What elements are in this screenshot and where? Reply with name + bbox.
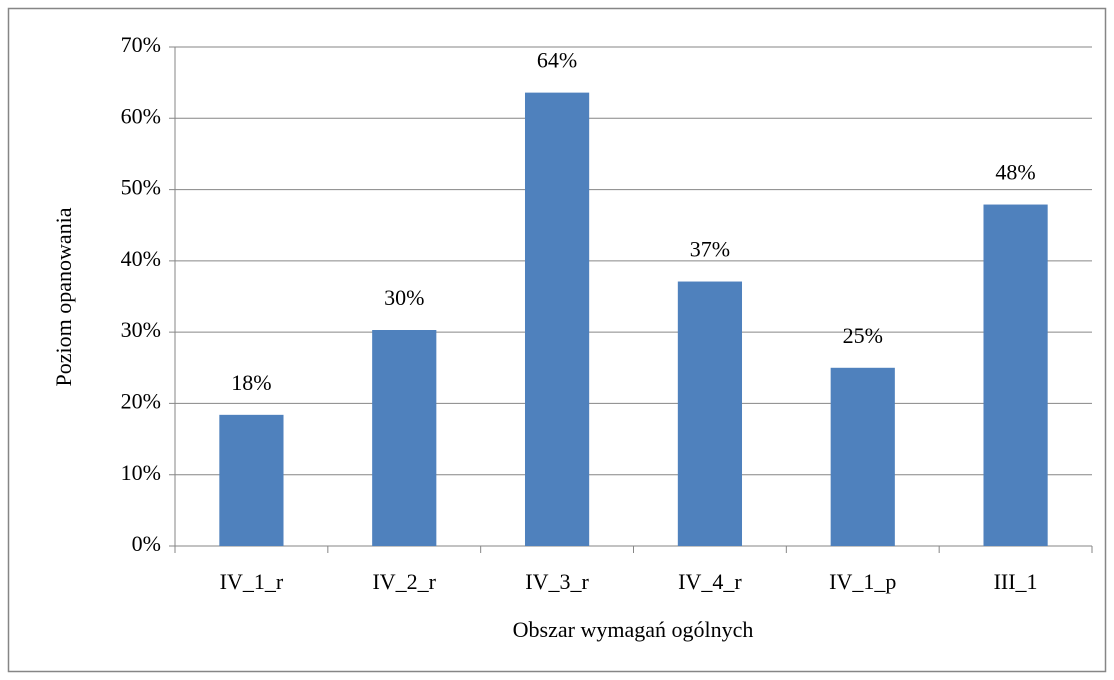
x-axis-label: Obszar wymagań ogólnych <box>513 617 754 642</box>
y-tick-label: 20% <box>121 388 161 413</box>
y-tick-label: 60% <box>121 103 161 128</box>
y-tick-label: 0% <box>132 531 161 556</box>
bar <box>372 330 437 546</box>
x-tick-label: IV_1_p <box>829 569 896 594</box>
x-tick-label: IV_3_r <box>525 569 589 594</box>
data-label: 18% <box>231 370 271 395</box>
data-label: 37% <box>690 237 730 262</box>
data-label: 48% <box>995 160 1035 185</box>
y-tick-label: 30% <box>121 317 161 342</box>
data-label: 30% <box>384 285 424 310</box>
bar <box>219 414 284 546</box>
x-tick-label: IV_1_r <box>220 569 284 594</box>
y-tick-label: 70% <box>121 32 161 57</box>
x-tick-label: IV_4_r <box>678 569 742 594</box>
data-label: 25% <box>843 323 883 348</box>
y-tick-label: 50% <box>121 175 161 200</box>
y-tick-label: 40% <box>121 246 161 271</box>
x-tick-label: IV_2_r <box>372 569 436 594</box>
y-tick-label: 10% <box>121 460 161 485</box>
bar <box>830 367 895 546</box>
bar <box>983 204 1048 546</box>
data-label: 64% <box>537 48 577 73</box>
y-axis-label: Poziom opanowania <box>51 207 76 386</box>
bar <box>524 92 590 546</box>
bar <box>677 281 743 546</box>
x-tick-label: III_1 <box>994 569 1038 594</box>
